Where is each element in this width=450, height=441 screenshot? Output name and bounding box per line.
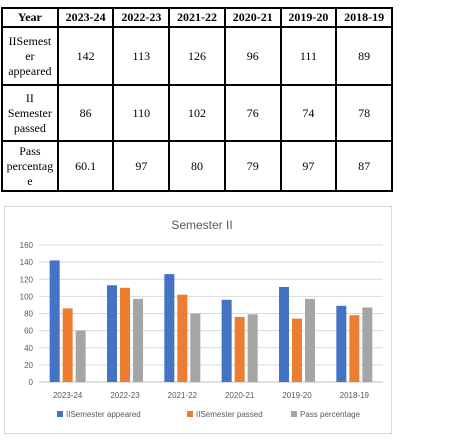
header-cell: Year bbox=[1, 7, 59, 28]
chart-title: Semester II bbox=[171, 218, 232, 232]
header-cell: 2022-23 bbox=[112, 7, 171, 28]
table-cell: 96 bbox=[223, 26, 282, 86]
x-tick-label: 2021-22 bbox=[168, 391, 198, 400]
header-cell: 2023-24 bbox=[56, 7, 115, 28]
row-label: Pass percentag e bbox=[1, 140, 59, 192]
table-row: IISemest er appeared 142 113 126 96 111 … bbox=[1, 26, 393, 86]
chart-container: Semester II 0 20 40 60 80 100 120 140 160 2023-2… bbox=[4, 206, 392, 434]
bar bbox=[247, 314, 258, 382]
table-cell: 110 bbox=[112, 84, 171, 142]
header-cell: 2020-21 bbox=[223, 7, 282, 28]
bar bbox=[279, 286, 289, 382]
x-tick-label: 2018-19 bbox=[340, 391, 370, 400]
bar-chart: Semester II 0 20 40 60 80 100 120 140 160 2023-2… bbox=[20, 218, 383, 419]
table-cell: 76 bbox=[223, 84, 282, 142]
legend-label: Pass percentage bbox=[300, 410, 361, 419]
table-cell: 79 bbox=[223, 140, 282, 192]
y-tick-label: 40 bbox=[24, 344, 33, 353]
table-cell: 142 bbox=[56, 26, 115, 86]
y-tick-label: 60 bbox=[24, 327, 33, 336]
table-cell: 78 bbox=[335, 84, 393, 142]
bar bbox=[336, 305, 347, 382]
x-tick-label: 2022-23 bbox=[110, 391, 140, 400]
y-tick-label: 120 bbox=[20, 275, 34, 284]
table-cell: 111 bbox=[279, 26, 338, 86]
table-cell: 113 bbox=[112, 26, 171, 86]
bar bbox=[221, 299, 232, 382]
table-cell: 74 bbox=[279, 84, 338, 142]
y-tick-labels: 0 20 40 60 80 100 120 140 160 bbox=[20, 241, 34, 387]
table-row: II Semester passed 86 110 102 76 74 78 bbox=[1, 84, 393, 142]
bar bbox=[190, 313, 201, 382]
y-tick-label: 0 bbox=[29, 378, 34, 387]
y-tick-label: 20 bbox=[24, 361, 33, 370]
y-tick-label: 100 bbox=[20, 292, 34, 301]
table-cell: 97 bbox=[112, 140, 171, 192]
bar bbox=[349, 315, 360, 382]
legend-label: IISemester passed bbox=[196, 410, 263, 419]
data-table: Year 2023-24 2022-23 2021-22 2020-21 201… bbox=[1, 7, 393, 192]
x-tick-label: 2023-24 bbox=[53, 391, 83, 400]
legend: IISemester appeared IISemester passed Pass… bbox=[57, 410, 361, 419]
row-label: IISemest er appeared bbox=[1, 26, 59, 86]
table-cell: 89 bbox=[335, 26, 393, 86]
bar bbox=[107, 285, 117, 382]
header-cell: 2018-19 bbox=[335, 7, 393, 28]
table-row: Pass percentag e 60.1 97 80 79 97 87 bbox=[1, 140, 393, 192]
y-tick-label: 140 bbox=[20, 258, 34, 267]
gridlines bbox=[39, 244, 383, 383]
bar bbox=[62, 308, 73, 382]
bar bbox=[305, 298, 315, 382]
bar bbox=[49, 260, 60, 382]
table-cell: 80 bbox=[168, 140, 226, 192]
legend-swatch bbox=[187, 411, 193, 417]
bar bbox=[164, 274, 175, 382]
table-cell: 87 bbox=[335, 140, 393, 192]
y-tick-label: 80 bbox=[24, 310, 33, 319]
x-tick-label: 2020-21 bbox=[225, 391, 255, 400]
bar bbox=[292, 318, 302, 382]
bar bbox=[75, 330, 86, 382]
legend-swatch bbox=[291, 411, 297, 417]
table-cell: 86 bbox=[56, 84, 115, 142]
table-cell: 126 bbox=[168, 26, 226, 86]
table-header-row: Year 2023-24 2022-23 2021-22 2020-21 201… bbox=[1, 7, 393, 28]
legend-label: IISemester appeared bbox=[66, 410, 141, 419]
x-tick-labels: 2023-24 2022-23 2021-22 2020-21 2019-20 2018-… bbox=[53, 391, 370, 400]
y-tick-label: 160 bbox=[20, 241, 34, 250]
bar bbox=[362, 307, 373, 382]
row-label: II Semester passed bbox=[1, 84, 59, 142]
header-cell: 2021-22 bbox=[168, 7, 226, 28]
bar bbox=[234, 316, 245, 382]
bar bbox=[177, 294, 188, 382]
header-cell: 2019-20 bbox=[279, 7, 338, 28]
table-cell: 102 bbox=[168, 84, 226, 142]
x-tick-label: 2019-20 bbox=[282, 391, 312, 400]
table-cell: 97 bbox=[279, 140, 338, 192]
legend-swatch bbox=[57, 411, 63, 417]
bars bbox=[49, 260, 373, 382]
bar bbox=[120, 287, 130, 382]
table-cell: 60.1 bbox=[56, 140, 115, 192]
bar bbox=[133, 298, 143, 382]
